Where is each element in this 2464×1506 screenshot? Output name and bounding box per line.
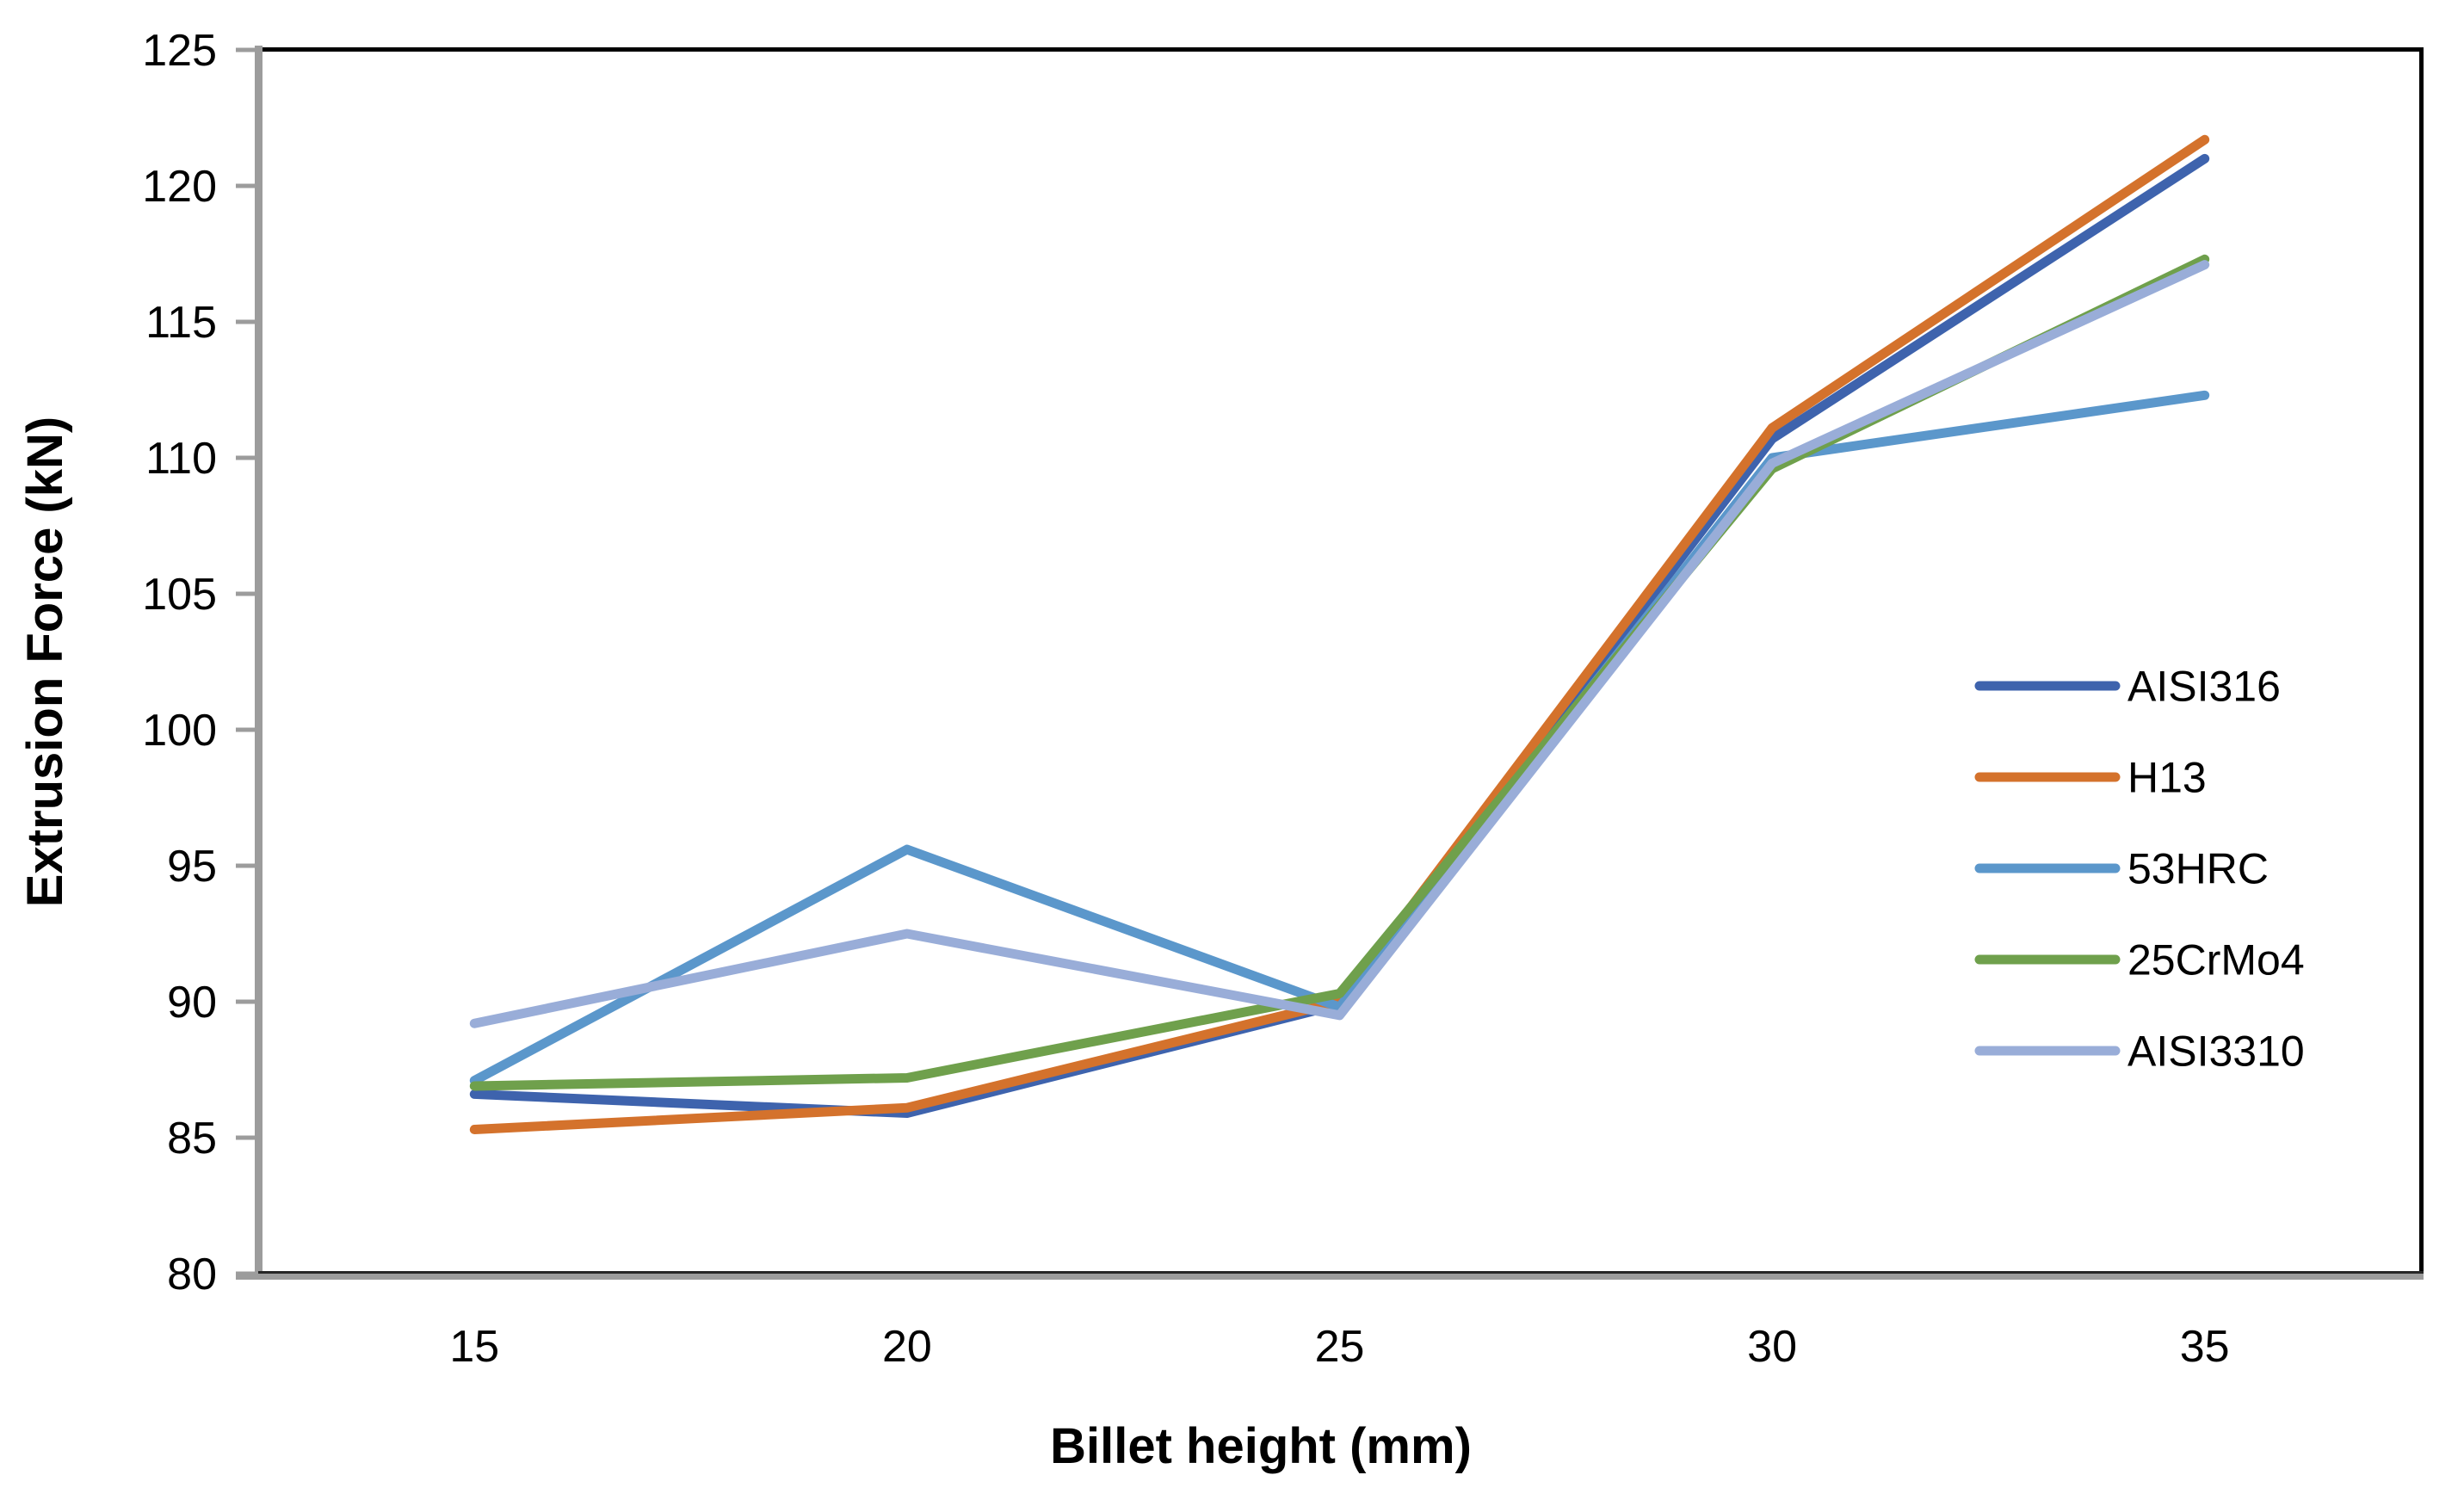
x-tick-label: 30 [1747, 1322, 1797, 1372]
x-tick-label: 25 [1315, 1322, 1365, 1372]
plot-border-right [2419, 47, 2424, 1276]
x-tick-label: 15 [449, 1322, 499, 1372]
y-tick-label: 125 [142, 26, 217, 76]
x-axis-line [236, 1274, 2424, 1280]
y-tick-mark [236, 727, 258, 732]
y-tick-label: 90 [167, 978, 217, 1028]
legend-item-AISI316: AISI316 [1974, 663, 2281, 711]
series-line-53HRC [469, 390, 2210, 1086]
y-tick-label: 105 [142, 570, 217, 620]
x-axis-tick-labels: 15 20 25 30 35 [449, 1322, 2229, 1372]
y-tick-mark [236, 319, 258, 324]
legend-item-H13: H13 [1974, 754, 2207, 802]
x-axis-edge [258, 1271, 2424, 1274]
y-tick-label: 95 [167, 842, 217, 892]
legend-label-25CrMo4: 25CrMo4 [2127, 936, 2305, 984]
series-line-H13 [469, 134, 2210, 1135]
legend: AISI316 H13 53HRC 25CrMo4 AISI3310 [1974, 663, 2305, 1076]
legend-label-53HRC: 53HRC [2127, 845, 2269, 893]
y-axis-line [255, 46, 262, 1280]
legend-item-53HRC: 53HRC [1974, 845, 2269, 893]
y-tick-mark [236, 1271, 258, 1276]
y-axis-ticks: 80 85 90 95 100 105 110 115 120 125 [142, 26, 258, 1299]
legend-item-25CrMo4: 25CrMo4 [1974, 936, 2305, 984]
legend-label-AISI316: AISI316 [2127, 663, 2281, 711]
y-tick-mark [236, 999, 258, 1004]
y-tick-label: 80 [167, 1250, 217, 1299]
plot-border-top [258, 47, 2424, 52]
y-tick-mark [236, 47, 258, 52]
x-tick-label: 35 [2180, 1322, 2230, 1372]
x-axis-title: Billet height (mm) [1050, 1418, 1472, 1474]
legend-label-H13: H13 [2127, 754, 2207, 802]
y-tick-label: 100 [142, 706, 217, 756]
y-tick-mark [236, 455, 258, 460]
x-tick-label: 20 [882, 1322, 932, 1372]
y-axis-title: Extrusion Force (kN) [17, 417, 73, 907]
y-tick-label: 110 [145, 434, 217, 484]
plot-border [258, 47, 2424, 1276]
legend-item-AISI3310: AISI3310 [1974, 1028, 2305, 1076]
series-lines [469, 134, 2210, 1135]
series-line-AISI3310 [469, 260, 2210, 1028]
y-tick-mark [236, 183, 258, 188]
y-tick-label: 115 [145, 298, 217, 348]
y-tick-mark [236, 863, 258, 868]
legend-label-AISI3310: AISI3310 [2127, 1028, 2305, 1076]
axes [236, 46, 2424, 1280]
y-tick-mark [236, 591, 258, 596]
y-tick-mark [236, 1135, 258, 1140]
y-tick-label: 85 [167, 1114, 217, 1163]
y-tick-label: 120 [142, 162, 217, 212]
